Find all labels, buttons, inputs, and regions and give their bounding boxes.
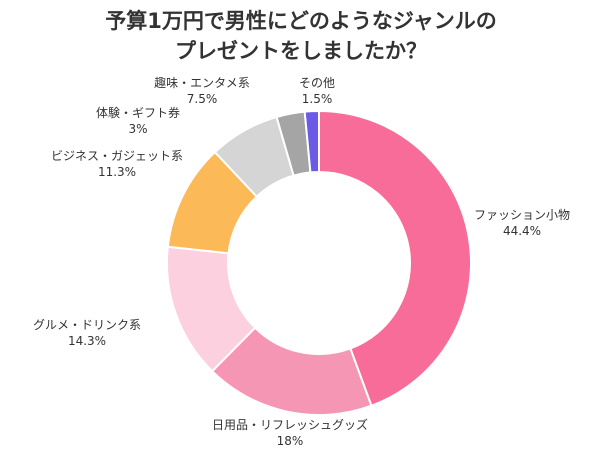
slice-value-label-1: 18%	[277, 434, 304, 448]
slice-value-label-4: 3%	[128, 122, 147, 136]
slice-label-3: ビジネス・ガジェット系	[51, 149, 183, 163]
donut-slice-6	[303, 109, 320, 174]
slice-value-label-2: 14.3%	[68, 334, 106, 348]
slice-label-6: その他	[299, 76, 335, 90]
slice-label-1: 日用品・リフレッシュグッズ	[212, 417, 368, 432]
slice-value-label-6: 1.5%	[302, 92, 333, 106]
chart-title-line-1: 予算1万円で男性にどのようなジャンルの	[105, 9, 497, 33]
slice-label-4: 体験・ギフト券	[96, 105, 180, 120]
slice-label-0: ファッション小物	[474, 208, 570, 222]
donut-slice-0	[318, 109, 472, 407]
slice-value-label-3: 11.3%	[98, 165, 136, 179]
slice-value-label-0: 44.4%	[503, 224, 541, 238]
chart-title-line-2: プレゼントをしましたか？	[175, 39, 427, 63]
slice-value-label-5: 7.5%	[187, 92, 218, 106]
slice-label-5: 趣味・エンタメ系	[154, 75, 250, 90]
slice-label-2: グルメ・ドリンク系	[33, 318, 141, 332]
